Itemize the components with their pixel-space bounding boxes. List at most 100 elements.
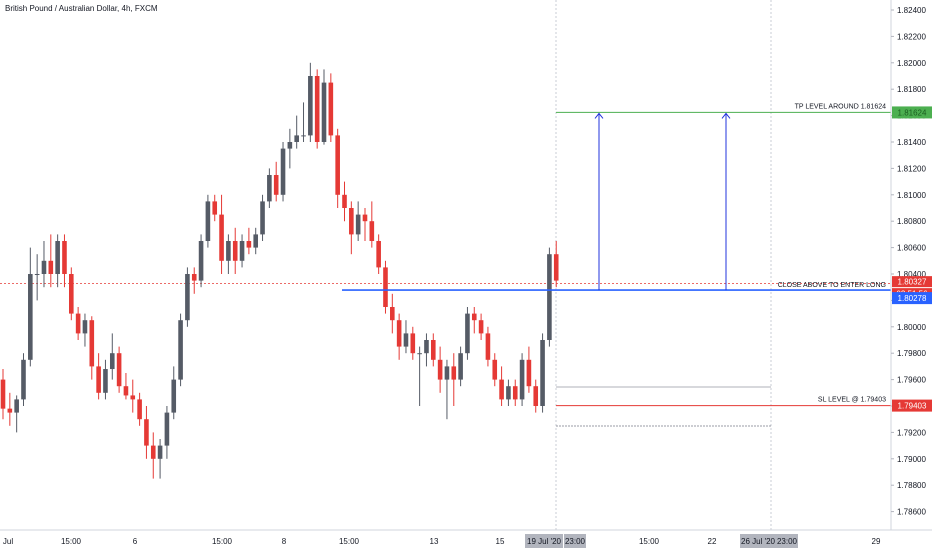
sl-price-label-bg	[892, 399, 932, 412]
y-tick-label: 1.80800	[897, 217, 926, 226]
candle-body	[519, 359, 525, 400]
chart-grid	[555, 0, 772, 530]
candle	[328, 73, 334, 142]
y-tick-label: 1.82200	[897, 32, 926, 41]
candle	[280, 142, 286, 202]
candle-body	[403, 333, 409, 347]
candle	[512, 379, 518, 406]
candle-body	[553, 254, 559, 281]
candle	[144, 406, 149, 459]
candle-body	[328, 82, 334, 136]
candle-body	[253, 234, 259, 248]
candlestick-series	[0, 62, 559, 479]
candle	[21, 353, 26, 406]
candle-body	[485, 333, 491, 360]
candle-body	[103, 369, 108, 393]
candle	[260, 194, 265, 241]
x-highlight-time-label: 23:00	[777, 537, 798, 546]
x-highlight-time-label-bg	[564, 534, 586, 548]
candle-body	[0, 379, 6, 409]
x-tick-label: 15	[496, 537, 505, 546]
candle-body	[89, 320, 95, 367]
tp-arrow-head	[721, 112, 731, 119]
candle	[198, 234, 204, 288]
candle	[103, 359, 108, 400]
price-axis[interactable]: 1.824001.822001.820001.818001.816001.814…	[890, 0, 932, 530]
candle	[123, 373, 129, 400]
candle	[171, 366, 177, 420]
candle-body	[14, 399, 19, 413]
candle-body	[335, 135, 340, 195]
y-tick-label: 1.79800	[897, 349, 926, 358]
candle	[465, 307, 470, 360]
candle	[219, 194, 224, 274]
candle	[321, 69, 327, 145]
candle-body	[342, 194, 347, 208]
candle	[0, 369, 6, 420]
candle-body	[547, 254, 552, 340]
candle-body	[157, 445, 163, 459]
tp-price-label-bg	[892, 106, 932, 119]
y-tick-label: 1.78800	[897, 481, 926, 490]
candle	[267, 168, 272, 208]
y-tick-label: 1.79200	[897, 428, 926, 437]
candle	[75, 307, 81, 340]
candle-body	[55, 241, 60, 274]
candle	[82, 313, 88, 347]
candle	[164, 406, 170, 459]
candle	[396, 313, 402, 360]
candle	[55, 234, 60, 288]
candle	[349, 201, 354, 255]
candle	[137, 392, 142, 426]
y-tick-label: 1.81200	[897, 164, 926, 173]
candle-body	[191, 274, 197, 281]
x-tick-label: 15:00	[339, 537, 360, 546]
y-tick-label: 1.81800	[897, 85, 926, 94]
candle-body	[465, 313, 470, 354]
candle-body	[280, 148, 286, 195]
chart-title: British Pound / Australian Dollar, 4h, F…	[5, 4, 158, 13]
candle	[246, 227, 252, 255]
candle	[308, 62, 313, 142]
candle-body	[383, 267, 388, 307]
candle-body	[499, 379, 504, 400]
candle-body	[308, 76, 313, 136]
candle	[540, 333, 545, 413]
candle	[485, 326, 491, 367]
candle	[287, 128, 293, 169]
x-tick-label: 8	[282, 537, 287, 546]
candle	[294, 115, 299, 149]
candle-body	[287, 142, 293, 149]
candle-body	[478, 320, 484, 334]
tp-price-label: 1.81624	[898, 108, 927, 117]
current-price-label-bg	[892, 276, 932, 288]
candle	[314, 69, 320, 149]
candle	[444, 359, 450, 420]
candle-body	[34, 274, 40, 275]
y-tick-label: 1.80000	[897, 323, 926, 332]
candle-body	[212, 201, 218, 215]
candle	[369, 201, 375, 248]
x-tick-label: Jul	[3, 537, 13, 546]
time-axis[interactable]: Jul15:00615:00815:00131515:002215:002919…	[0, 529, 932, 548]
candle-body	[232, 241, 238, 261]
candle	[185, 267, 190, 327]
chart-annotations: TP LEVEL AROUND 1.81624 CLOSE ABOVE TO EN…	[342, 103, 891, 427]
candle	[89, 316, 95, 380]
candle-body	[69, 274, 74, 314]
x-highlight-date-label: 19 Jul '20	[527, 537, 562, 546]
candle	[239, 234, 245, 268]
candle	[96, 353, 101, 400]
candle	[424, 333, 429, 367]
candle-body	[260, 201, 265, 235]
candle	[451, 353, 457, 406]
sl-price-label: 1.79403	[898, 402, 927, 411]
candle	[212, 194, 218, 222]
candle-body	[417, 353, 422, 355]
candle-body	[123, 386, 129, 396]
candle-body	[130, 395, 136, 400]
x-tick-label: 6	[133, 537, 138, 546]
candle	[109, 333, 115, 380]
current-price-label: 1.80327	[898, 278, 927, 287]
